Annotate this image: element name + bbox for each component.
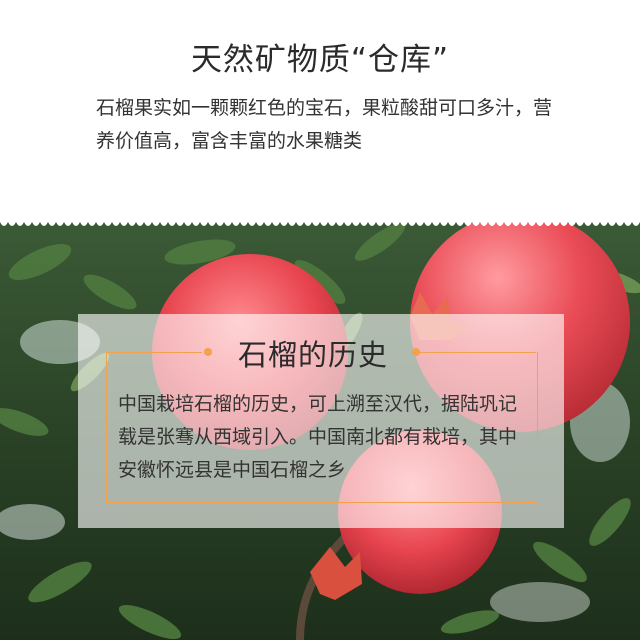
page-title: 天然矿物质“仓库” [190,42,450,78]
history-panel: 石榴的历史 中国栽培石榴的历史，可上溯至汉代，据陆巩记载是张骞从西域引入。中国南… [78,314,564,528]
top-section: 天然矿物质“仓库” 石榴果实如一颗颗红色的宝石，果粒酸甜可口多汁，营养价值高，富… [0,0,640,222]
panel-body-text: 中国栽培石榴的历史，可上溯至汉代，据陆巩记载是张骞从西域引入。中国南北都有栽培，… [118,393,518,481]
accent-dot-left [204,348,212,356]
intro-text: 石榴果实如一颗颗红色的宝石，果粒酸甜可口多汁，营养价值高，富含丰富的水果糖类 [96,97,553,152]
panel-frame [106,352,538,503]
accent-dot-right [412,348,420,356]
frame-top-left-line [106,352,202,353]
scallop-divider [0,214,640,226]
panel-title: 石榴的历史 [237,338,388,372]
frame-top-right-line [418,352,536,353]
